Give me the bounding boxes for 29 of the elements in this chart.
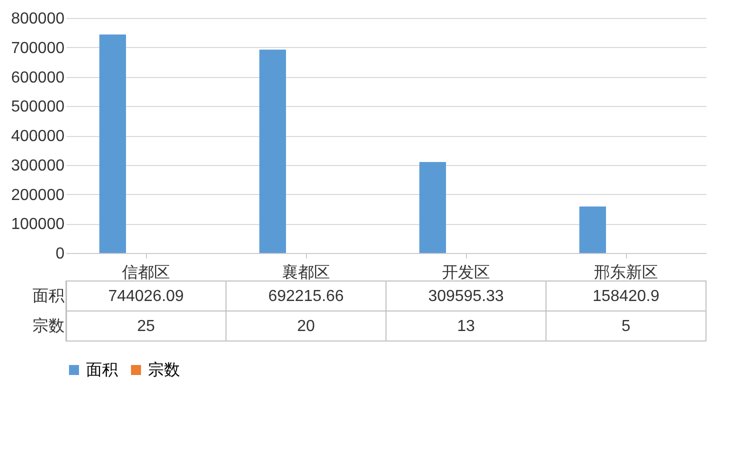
data-label: 158420.9 <box>592 288 660 305</box>
data-label: 13 <box>457 318 475 335</box>
bar <box>419 162 446 253</box>
bar <box>579 206 606 253</box>
data-label: 25 <box>137 318 155 335</box>
legend-label: 宗数 <box>148 361 180 379</box>
text: 面积 <box>32 288 64 305</box>
data-label: 20 <box>297 318 315 335</box>
y-tick-label: 600000 <box>11 69 65 86</box>
y-tick-label: 800000 <box>11 10 65 28</box>
y-tick-label: 0 <box>56 246 65 262</box>
text: 宗数 <box>32 318 64 335</box>
data-label: 692215.66 <box>268 288 344 305</box>
y-tick-label: 500000 <box>11 98 65 116</box>
bar <box>259 50 286 253</box>
data-label: 5 <box>622 318 631 335</box>
bar <box>99 34 126 253</box>
legend-label: 面积 <box>86 362 118 379</box>
x-tick-label: 襄都区 <box>282 264 330 282</box>
y-tick-label: 200000 <box>11 186 65 204</box>
y-tick-label: 100000 <box>11 216 65 234</box>
y-tick-label: 300000 <box>11 157 65 174</box>
data-label: 309595.33 <box>428 288 504 305</box>
x-tick-label: 信都区 <box>122 264 170 282</box>
y-tick-label: 700000 <box>11 40 65 57</box>
data-label: 744026.09 <box>108 288 184 305</box>
x-tick-label: 邢东新区 <box>594 264 658 282</box>
x-tick-label: 开发区 <box>442 264 490 282</box>
y-tick-label: 400000 <box>11 128 65 145</box>
